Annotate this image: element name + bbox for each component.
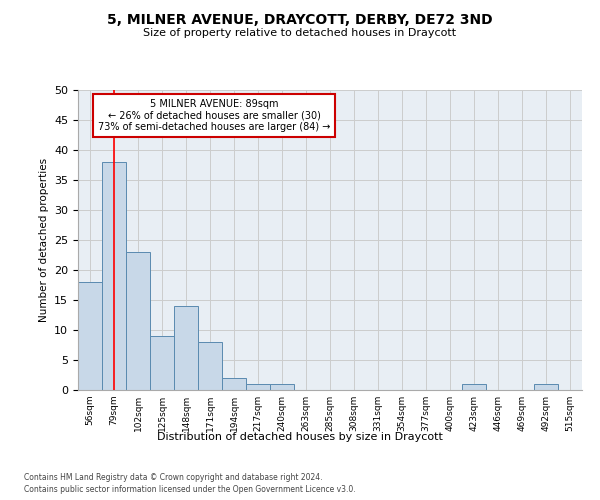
Text: 5 MILNER AVENUE: 89sqm
← 26% of detached houses are smaller (30)
73% of semi-det: 5 MILNER AVENUE: 89sqm ← 26% of detached… — [98, 99, 330, 132]
Bar — [150, 336, 174, 390]
Text: Contains public sector information licensed under the Open Government Licence v3: Contains public sector information licen… — [24, 485, 356, 494]
Bar — [198, 342, 222, 390]
Text: Contains HM Land Registry data © Crown copyright and database right 2024.: Contains HM Land Registry data © Crown c… — [24, 472, 323, 482]
Text: 5, MILNER AVENUE, DRAYCOTT, DERBY, DE72 3ND: 5, MILNER AVENUE, DRAYCOTT, DERBY, DE72 … — [107, 12, 493, 26]
Bar — [246, 384, 270, 390]
Bar — [222, 378, 246, 390]
Y-axis label: Number of detached properties: Number of detached properties — [38, 158, 49, 322]
Bar — [462, 384, 486, 390]
Text: Distribution of detached houses by size in Draycott: Distribution of detached houses by size … — [157, 432, 443, 442]
Text: Size of property relative to detached houses in Draycott: Size of property relative to detached ho… — [143, 28, 457, 38]
Bar — [174, 306, 198, 390]
Bar — [102, 162, 126, 390]
Bar — [270, 384, 294, 390]
Bar — [126, 252, 150, 390]
Bar — [78, 282, 102, 390]
Bar — [534, 384, 558, 390]
